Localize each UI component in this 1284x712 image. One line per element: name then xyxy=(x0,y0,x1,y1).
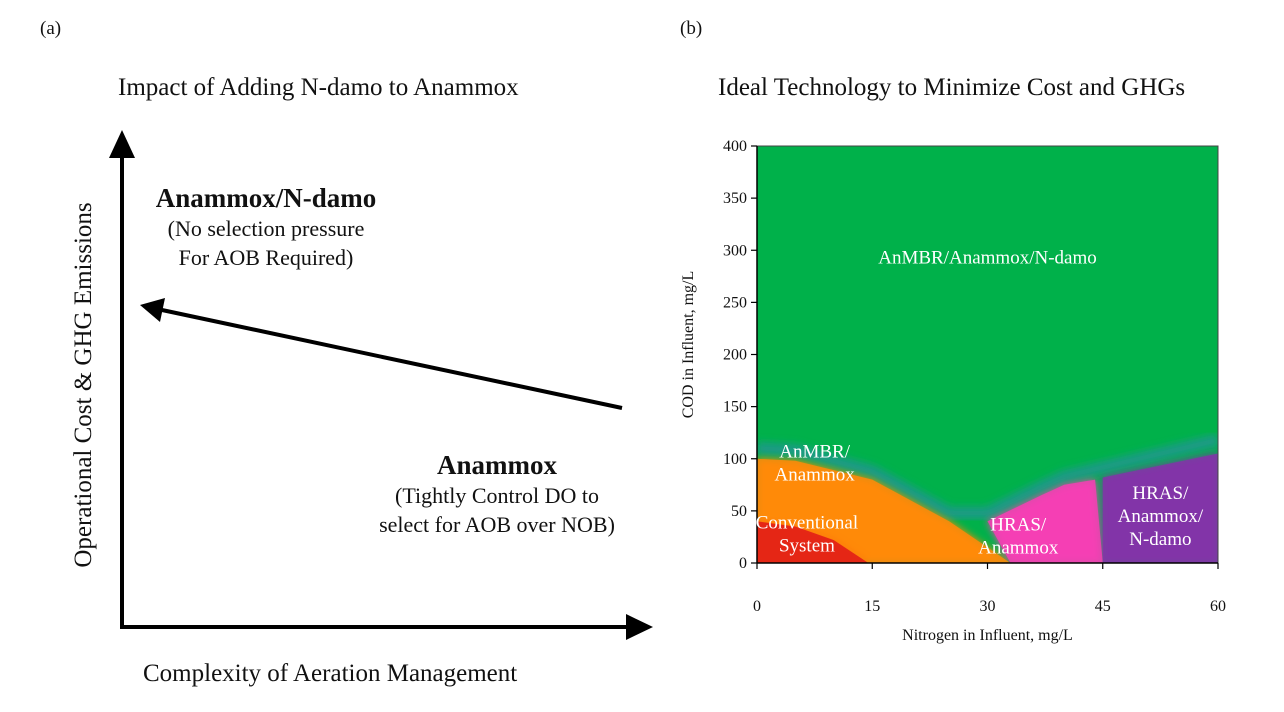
region-label-hras-anammox: HRAS/Anammox xyxy=(978,514,1059,558)
region-label-line: Anammox xyxy=(775,464,856,485)
y-tick-label: 300 xyxy=(723,242,747,259)
anammox-heading: Anammox xyxy=(437,450,557,480)
x-tick-label: 0 xyxy=(753,598,761,615)
y-axis-label: COD in Influent, mg/L xyxy=(680,271,697,419)
anammox-ndamo-annotation: Anammox/N-damo (No selection pressure Fo… xyxy=(156,183,377,272)
y-tick-label: 150 xyxy=(723,399,747,416)
chart-title: Ideal Technology to Minimize Cost and GH… xyxy=(718,74,1186,101)
y-tick-label: 50 xyxy=(731,503,747,520)
region-label-line: Anammox/ xyxy=(1118,506,1204,527)
x-tick-label: 15 xyxy=(864,598,880,615)
region-label-line: HRAS/ xyxy=(990,514,1047,535)
region-label-line: Conventional xyxy=(756,512,858,533)
region-label-line: System xyxy=(779,535,835,556)
panel-b-label: (b) xyxy=(680,18,703,39)
region-fill-conventional-system xyxy=(757,521,869,563)
anammox-annotation: Anammox (Tightly Control DO to select fo… xyxy=(379,450,615,539)
y-tick-label: 100 xyxy=(723,451,747,468)
region-label-line: AnMBR/ xyxy=(779,441,850,462)
panel-a-x-axis-label: Complexity of Aeration Management xyxy=(143,660,518,687)
y-tick-label: 350 xyxy=(723,190,747,207)
region-label-anmbr-anammox: AnMBR/Anammox xyxy=(775,441,856,485)
x-axis-label: Nitrogen in Influent, mg/L xyxy=(902,627,1073,644)
region-fill-hras-anammox-n-damo xyxy=(1102,453,1218,563)
y-tick-label: 200 xyxy=(723,347,747,364)
anammox-ndamo-heading: Anammox/N-damo xyxy=(155,183,377,213)
y-tick-label: 0 xyxy=(739,555,747,572)
region-label-line: HRAS/ xyxy=(1132,483,1189,504)
region-label-anmbr-anammox-n-damo: AnMBR/Anammox/N-damo xyxy=(878,248,1097,269)
region-label-line: N-damo xyxy=(1129,529,1191,550)
region-transition-band xyxy=(757,434,1218,519)
x-tick-label: 60 xyxy=(1210,598,1226,615)
panel-a-label: (a) xyxy=(40,18,62,39)
x-tick-label: 30 xyxy=(980,598,996,615)
region-label-hras-anammox-n-damo: HRAS/Anammox/N-damo xyxy=(1118,483,1204,550)
x-tick-label: 45 xyxy=(1095,598,1111,615)
region-label-line: Anammox xyxy=(978,537,1059,558)
region-label-line: AnMBR/Anammox/N-damo xyxy=(878,248,1097,269)
y-tick-label: 250 xyxy=(723,294,747,311)
region-fill-hras-anammox xyxy=(987,479,1103,563)
anammox-ndamo-note-line-2: For AOB Required) xyxy=(178,245,354,270)
anammox-ndamo-note-line-1: (No selection pressure xyxy=(167,216,365,241)
panel-a-title: Impact of Adding N-damo to Anammox xyxy=(118,74,519,101)
region-label-conventional-system: Conventional System xyxy=(756,512,858,556)
anammox-note-line-2: select for AOB over NOB) xyxy=(379,512,615,537)
y-tick-label: 400 xyxy=(723,138,747,155)
anammox-note-line-1: (Tightly Control DO to xyxy=(395,483,599,508)
